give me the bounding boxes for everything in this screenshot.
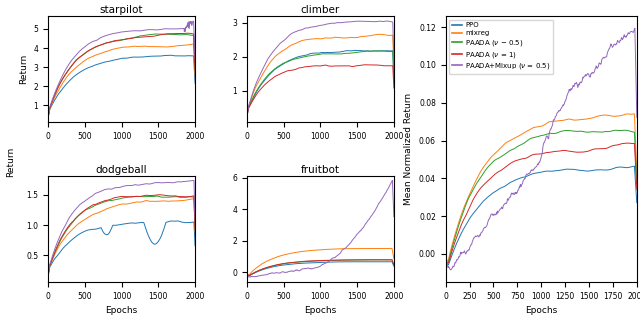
Legend: PPO, mixreg, PAADA ($\nu$ $-$ 0.5), PAADA ($\nu$ = 1), PAADA+Mixup ($\nu$ = 0.5): PPO, mixreg, PAADA ($\nu$ $-$ 0.5), PAAD… (449, 20, 553, 74)
X-axis label: Epochs: Epochs (304, 306, 337, 315)
Title: climber: climber (301, 6, 340, 16)
X-axis label: Epochs: Epochs (106, 306, 138, 315)
Title: dodgeball: dodgeball (96, 165, 147, 175)
Y-axis label: Return: Return (19, 54, 28, 85)
Title: fruitbot: fruitbot (301, 165, 340, 175)
Title: starpilot: starpilot (100, 6, 143, 16)
X-axis label: Epochs: Epochs (525, 306, 557, 315)
Text: Return: Return (6, 147, 15, 177)
Y-axis label: Mean Normalized Return: Mean Normalized Return (404, 93, 413, 205)
